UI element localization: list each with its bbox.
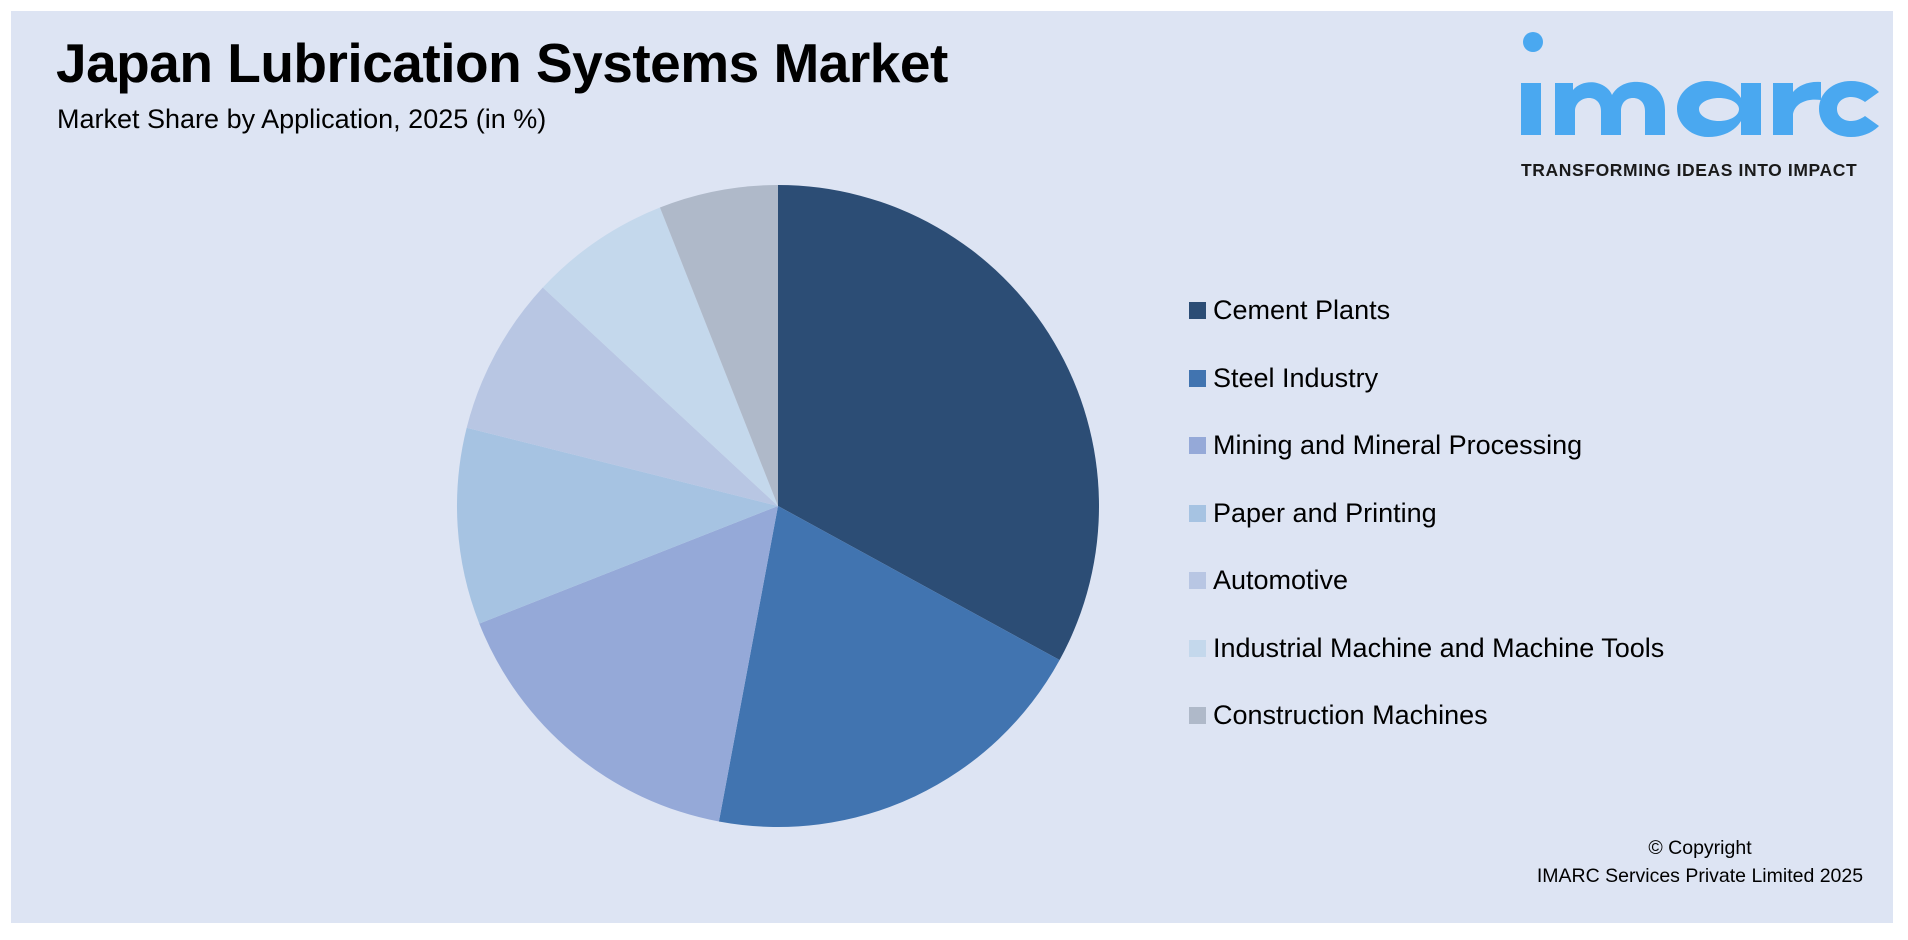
legend-swatch-icon <box>1189 572 1206 589</box>
pie-slice-automotive <box>466 287 778 506</box>
pie-slice-steel-industry <box>718 506 1060 827</box>
legend-item: Mining and Mineral Processing <box>1189 428 1664 496</box>
logo-tagline: TRANSFORMING IDEAS INTO IMPACT <box>1521 160 1858 180</box>
legend-item: Automotive <box>1189 563 1664 631</box>
imarc-wordmark-icon <box>1521 32 1879 137</box>
legend-label: Mining and Mineral Processing <box>1213 430 1583 460</box>
chart-subtitle: Market Share by Application, 2025 (in %) <box>57 104 547 134</box>
legend-swatch-icon <box>1189 504 1206 522</box>
legend-label: Cement Plants <box>1213 295 1391 325</box>
pie-slices <box>456 185 1099 827</box>
copyright-line-1: © Copyright <box>1648 837 1752 859</box>
pie-slice-paper-and-printing <box>456 427 778 624</box>
pie-slice-mining-and-mineral-processing <box>479 506 778 822</box>
legend-label: Automotive <box>1213 565 1349 595</box>
imarc-logo: TRANSFORMING IDEAS INTO IMPACT <box>1515 28 1880 188</box>
legend-item: Steel Industry <box>1189 361 1664 429</box>
legend-item: Construction Machines <box>1189 698 1664 766</box>
legend-swatch-icon <box>1189 707 1206 724</box>
legend-item: Industrial Machine and Machine Tools <box>1189 631 1664 699</box>
legend-label: Construction Machines <box>1213 700 1488 730</box>
legend-swatch-icon <box>1189 639 1206 657</box>
legend-label: Industrial Machine and Machine Tools <box>1213 632 1665 663</box>
chart-legend: Cement Plants Steel Industry Mining and … <box>1189 293 1664 766</box>
copyright-line-2: IMARC Services Private Limited 2025 <box>1536 865 1864 887</box>
legend-label: Paper and Printing <box>1213 497 1437 528</box>
legend-swatch-icon <box>1189 437 1206 454</box>
pie-slice-cement-plants <box>778 185 1099 661</box>
legend-swatch-icon <box>1189 302 1206 319</box>
pie-slice-industrial-machine-and-machine-tools <box>542 207 778 506</box>
copyright-notice: © Copyright IMARC Services Private Limit… <box>1500 834 1900 890</box>
legend-item: Paper and Printing <box>1189 496 1664 564</box>
legend-item: Cement Plants <box>1189 293 1664 361</box>
legend-swatch-icon <box>1189 369 1206 387</box>
legend-label: Steel Industry <box>1213 362 1379 393</box>
chart-title: Japan Lubrication Systems Market <box>56 32 948 94</box>
pie-slice-construction-machines <box>659 185 778 506</box>
